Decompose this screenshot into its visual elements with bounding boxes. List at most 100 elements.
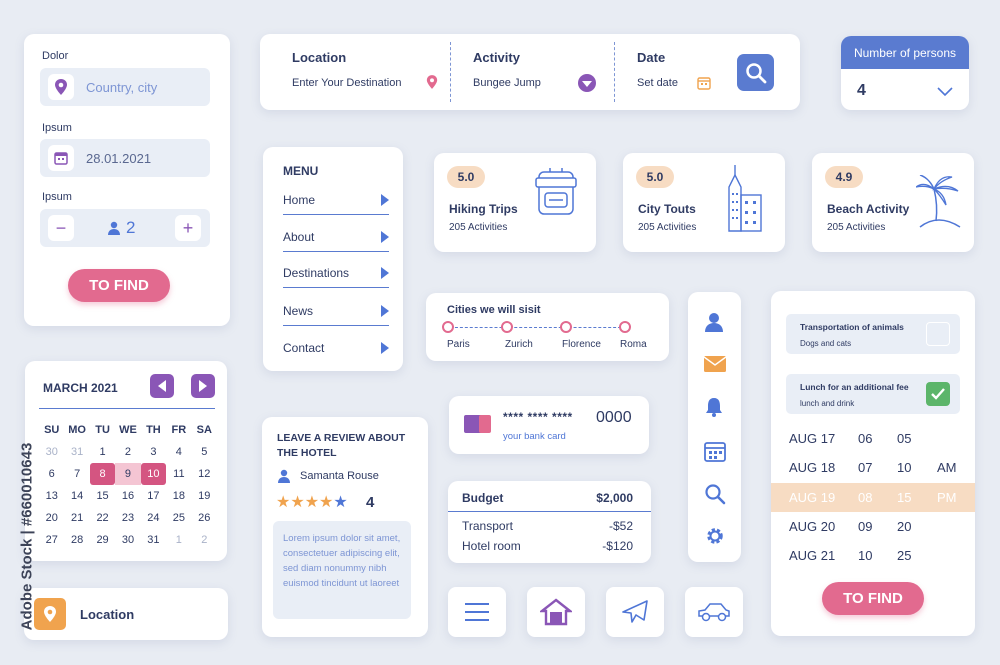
calendar-day-in-range[interactable]: 9 [115, 463, 141, 485]
menu-item-contact[interactable]: Contact [283, 333, 389, 363]
location-card[interactable]: Location [24, 588, 228, 640]
calendar-day[interactable]: 4 [175, 446, 182, 458]
calendar-day[interactable]: 31 [147, 534, 160, 546]
time-hour: 08 [858, 490, 873, 505]
menu-item-destinations[interactable]: Destinations [283, 258, 389, 288]
calendar-day[interactable]: 11 [173, 468, 185, 480]
calendar-day-selected[interactable]: 8 [89, 463, 116, 485]
time-row[interactable]: AUG 18 07 10 AM [771, 453, 975, 482]
chevron-down-icon[interactable] [937, 84, 953, 102]
calendar-day[interactable]: 29 [96, 534, 109, 546]
star-icon[interactable]: ★ [319, 494, 334, 511]
calendar-day[interactable]: 23 [121, 512, 135, 524]
activity-select[interactable]: Bungee Jump [473, 77, 541, 89]
activity-card-hiking[interactable]: 5.0 Hiking Trips 205 Activities [434, 153, 596, 252]
review-textarea[interactable]: Lorem ipsum dolor sit amet, consectetuer… [273, 521, 411, 619]
minus-button[interactable]: − [48, 215, 74, 241]
city-dot[interactable] [560, 321, 572, 333]
calendar-day[interactable]: 31 [71, 446, 84, 458]
checkbox-unchecked[interactable] [926, 322, 950, 346]
persons-card[interactable]: Number of persons 4 [841, 36, 969, 110]
city-dot[interactable] [501, 321, 513, 333]
city-dot[interactable] [619, 321, 631, 333]
calendar-day-selected[interactable]: 10 [140, 463, 167, 485]
time-row[interactable]: AUG 17 06 05 [771, 424, 975, 453]
divider [614, 42, 615, 102]
option-sub: Dogs and cats [800, 339, 852, 348]
calendar-day[interactable]: 30 [45, 446, 58, 458]
next-month-button[interactable] [191, 374, 215, 398]
search-icon[interactable] [704, 483, 726, 505]
star-icon[interactable]: ★ [304, 494, 320, 511]
country-city-placeholder: Country, city [86, 80, 158, 95]
star-icon[interactable]: ★ [333, 494, 348, 511]
menu-title: MENU [283, 164, 319, 178]
calendar-day[interactable]: 21 [71, 512, 84, 524]
calendar-day[interactable]: 6 [48, 468, 55, 480]
activity-card-beach[interactable]: 4.9 Beach Activity 205 Activities [812, 153, 974, 252]
calendar-day[interactable]: 24 [147, 512, 160, 524]
activity-card-city[interactable]: 5.0 City Touts 205 Activities [623, 153, 785, 252]
activity-title: City Touts [638, 202, 696, 216]
menu-hamburger-button[interactable] [448, 587, 506, 637]
plus-button[interactable]: + [175, 215, 201, 241]
time-row-selected[interactable]: AUG 19 08 15 PM [771, 483, 975, 512]
calendar-day[interactable]: 14 [71, 490, 84, 502]
prev-month-button[interactable] [150, 374, 174, 398]
to-find-button[interactable]: TO FIND [68, 269, 170, 302]
menu-item-home[interactable]: Home [283, 185, 389, 215]
calendar-day[interactable]: 20 [45, 512, 58, 524]
calendar-day[interactable]: 16 [121, 490, 135, 502]
calendar-day[interactable]: 5 [201, 446, 208, 458]
chevron-down-icon[interactable] [578, 74, 596, 92]
review-card: LEAVE A REVIEW ABOUT THE HOTEL Samanta R… [262, 417, 428, 637]
persons-value: 4 [857, 82, 866, 99]
cars-button[interactable] [685, 587, 743, 637]
calendar-day[interactable]: 2 [124, 446, 132, 458]
time-row[interactable]: AUG 20 09 20 [771, 512, 975, 541]
city-label: Zurich [505, 339, 533, 350]
calendar-day[interactable]: 12 [198, 468, 211, 480]
home-button[interactable] [527, 587, 585, 637]
option-row[interactable]: Transportation of animals Dogs and cats [786, 314, 960, 354]
option-row[interactable]: Lunch for an additional fee lunch and dr… [786, 374, 960, 414]
mail-icon[interactable] [703, 355, 727, 375]
to-find-button[interactable]: TO FIND [822, 582, 924, 615]
calendar-day[interactable]: 18 [172, 490, 185, 502]
calendar-day[interactable]: 19 [198, 490, 211, 502]
calendar-day[interactable]: 1 [175, 534, 182, 546]
calendar-day[interactable]: 15 [96, 490, 109, 502]
calendar-icon[interactable] [704, 440, 726, 462]
star-icon[interactable]: ★ [276, 494, 291, 511]
bell-icon[interactable] [704, 397, 724, 417]
city-dot[interactable] [442, 321, 454, 333]
calendar-day[interactable]: 3 [150, 446, 157, 458]
user-icon[interactable] [704, 312, 724, 332]
calendar-day[interactable]: 28 [71, 534, 84, 546]
calendar-day[interactable]: 30 [121, 534, 135, 546]
gear-icon[interactable] [704, 525, 724, 545]
calendar-day[interactable]: 2 [201, 534, 208, 546]
search-button[interactable] [737, 54, 774, 91]
checkbox-checked[interactable] [926, 382, 950, 406]
menu-item-news[interactable]: News [283, 296, 389, 326]
bank-card[interactable]: **** **** **** 0000 your bank card [449, 396, 649, 454]
calendar-day[interactable]: 25 [172, 512, 185, 524]
calendar-day[interactable]: 1 [99, 446, 106, 458]
calendar-day[interactable]: 27 [45, 534, 58, 546]
flights-button[interactable] [606, 587, 664, 637]
calendar-day[interactable]: 26 [198, 512, 211, 524]
date-input[interactable]: Set date [637, 77, 678, 89]
calendar-day[interactable]: 17 [147, 490, 160, 502]
country-city-field[interactable]: Country, city [40, 68, 210, 106]
calendar-day[interactable]: 22 [96, 512, 109, 524]
calendar-day[interactable]: 13 [45, 490, 58, 502]
rating-stars[interactable]: ★★★★★ [276, 492, 348, 512]
calendar-day[interactable]: 7 [74, 468, 81, 480]
star-icon[interactable]: ★ [290, 494, 305, 511]
date-field[interactable]: 28.01.2021 [40, 139, 210, 177]
persons-stepper[interactable]: − 2 + [40, 209, 210, 247]
menu-item-about[interactable]: About [283, 222, 389, 252]
destination-input[interactable]: Enter Your Destination [292, 77, 402, 89]
time-row[interactable]: AUG 21 10 25 [771, 541, 975, 570]
